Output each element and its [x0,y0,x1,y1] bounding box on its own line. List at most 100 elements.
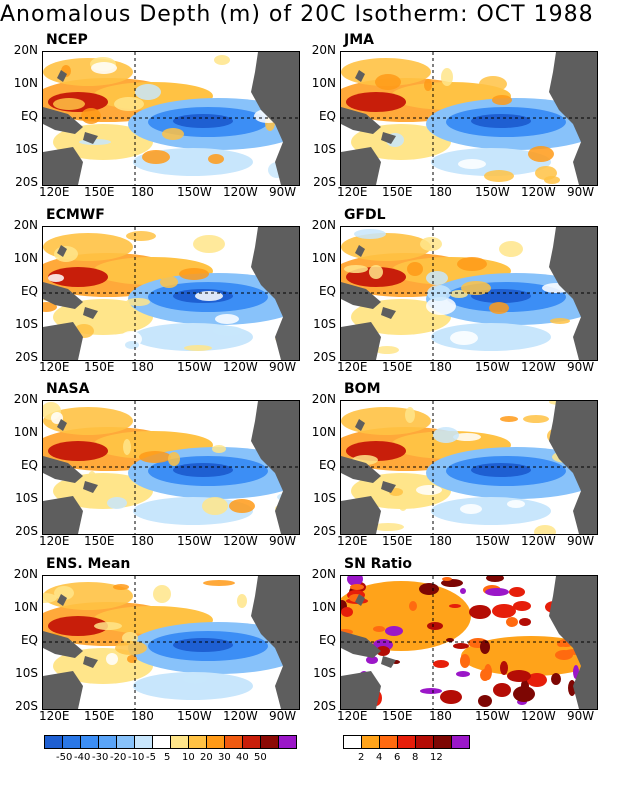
lon-label: 150E [84,534,115,548]
lon-label: 150E [84,360,115,374]
lon-label: 150W [475,185,510,199]
lat-label: 10N [311,425,336,439]
lat-label: EQ [318,633,336,647]
lon-label: 180 [131,185,154,199]
lat-label: 10N [311,76,336,90]
lat-label: 20N [311,43,336,57]
colorbar-swatch [189,736,207,748]
lat-label: 20S [313,350,336,364]
panel-label: BOM [344,381,381,397]
map-panel-sn-ratio [340,575,598,710]
lat-label: 10N [13,251,38,265]
lon-label: 150E [84,185,115,199]
lon-label: 90W [269,534,297,548]
lon-label: 120W [521,709,556,723]
lon-label: 120E [39,185,70,199]
colorbar-tick: 6 [394,752,401,763]
lon-label: 90W [567,185,595,199]
colorbar-tick: 20 [200,752,213,763]
lat-label: 10N [311,600,336,614]
map-field [341,52,597,185]
colorbar-swatch [380,736,398,748]
lat-label: 20S [15,350,38,364]
panel-label: ECMWF [46,207,105,223]
colorbar-swatch [243,736,261,748]
lon-label: 90W [269,709,297,723]
colorbar-swatch [344,736,362,748]
map-panel-ecmwf [42,226,300,361]
lat-label: EQ [318,284,336,298]
colorbar-tick: 10 [182,752,195,763]
lon-label: 150E [382,534,413,548]
panel-label: JMA [344,32,374,48]
colorbar-swatch [398,736,416,748]
lon-label: 150E [382,360,413,374]
lon-label: 120E [337,709,368,723]
map-field [341,227,597,360]
colorbar-tick: 8 [412,752,419,763]
lon-label: 150W [475,534,510,548]
colorbar-tick: 2 [358,752,365,763]
lon-label: 150W [475,360,510,374]
lon-label: 150W [475,709,510,723]
lon-label: 120W [223,709,258,723]
lon-label: 90W [269,185,297,199]
colorbar-tick: -50 [56,752,73,763]
lat-label: 10N [13,425,38,439]
lat-label: 10S [15,491,38,505]
lon-label: 120W [223,534,258,548]
lat-label: 20N [311,218,336,232]
panel-label: NCEP [46,32,88,48]
lat-label: EQ [318,109,336,123]
lat-label: 20S [15,175,38,189]
lat-label: 20N [13,43,38,57]
lon-label: 90W [269,360,297,374]
lon-label: 150W [177,360,212,374]
map-field [43,401,299,534]
colorbar-swatch [99,736,117,748]
lon-label: 120E [39,360,70,374]
colorbar-swatch [434,736,452,748]
lat-label: EQ [20,633,38,647]
lon-label: 180 [131,360,154,374]
panel-label: GFDL [344,207,386,223]
lon-label: 90W [567,360,595,374]
colorbar-swatch [117,736,135,748]
colorbar-tick: -40 [74,752,91,763]
snr-colorbar-boxes [343,735,470,749]
lon-label: 180 [429,185,452,199]
lat-label: 10S [313,491,336,505]
lat-label: 20N [13,218,38,232]
lon-label: 90W [567,534,595,548]
lat-label: EQ [20,284,38,298]
lat-label: 20S [313,699,336,713]
colorbar-swatch [261,736,279,748]
lon-label: 120W [223,185,258,199]
lon-label: 120W [521,185,556,199]
colorbar-swatch [362,736,380,748]
lon-label: 180 [131,709,154,723]
lat-label: EQ [20,109,38,123]
lat-label: 20N [311,567,336,581]
map-field [43,227,299,360]
colorbar-tick: 5 [164,752,171,763]
lon-label: 180 [429,534,452,548]
colorbar-tick: 50 [254,752,267,763]
lon-label: 180 [131,534,154,548]
panel-label: SN Ratio [344,556,413,572]
colorbar-swatch [279,736,296,748]
colorbar-tick: 12 [430,752,443,763]
colorbar-tick: 4 [376,752,383,763]
lon-label: 150E [84,709,115,723]
map-field [43,52,299,185]
colorbar-swatch [416,736,434,748]
lat-label: 20N [13,567,38,581]
lon-label: 150W [177,534,212,548]
map-panel-ens-mean [42,575,300,710]
figure-title: Anomalous Depth (m) of 20C Isotherm: OCT… [0,2,594,27]
colorbar-tick: 30 [218,752,231,763]
map-panel-gfdl [340,226,598,361]
lon-label: 150W [177,185,212,199]
lat-label: 10N [311,251,336,265]
colorbar-swatch [63,736,81,748]
